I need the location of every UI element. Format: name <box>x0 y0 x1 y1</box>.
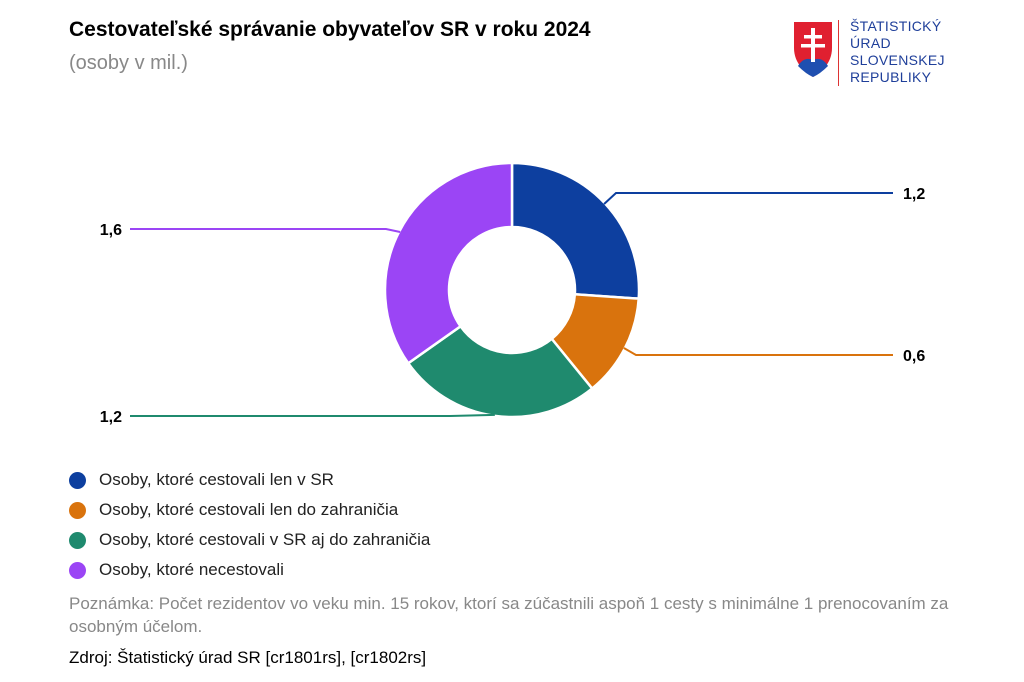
data-label: 1,2 <box>903 186 925 203</box>
logo-line-3: SLOVENSKEJ <box>850 52 945 68</box>
source-text: Zdroj: Štatistický úrad SR [cr1801rs], [… <box>69 648 427 667</box>
data-label: 0,6 <box>903 348 925 365</box>
legend-item[interactable]: Osoby, ktoré cestovali len v SR <box>69 465 430 495</box>
logo-divider <box>838 20 839 86</box>
legend-item[interactable]: Osoby, ktoré cestovali len do zahraničia <box>69 495 430 525</box>
legend-label: Osoby, ktoré cestovali len do zahraničia <box>99 500 399 519</box>
legend-label: Osoby, ktoré cestovali v SR aj do zahran… <box>99 530 431 549</box>
leader-line <box>623 347 893 356</box>
donut-chart: 1,2 0,6 1,2 1,6 <box>100 161 925 426</box>
leader-line <box>130 228 401 234</box>
legend-swatch <box>69 531 86 549</box>
donut-slice[interactable] <box>406 324 594 419</box>
legend-swatch <box>69 471 86 489</box>
logo-line-2: ÚRAD <box>850 35 891 51</box>
legend-label: Osoby, ktoré necestovali <box>99 560 284 579</box>
chart-subtitle: (osoby v mil.) <box>69 52 188 74</box>
legend-swatch <box>69 501 86 519</box>
leader-line <box>130 413 495 417</box>
logo-wordmark: ŠTATISTICKÝ ÚRAD SLOVENSKEJ REPUBLIKY <box>850 18 945 86</box>
chart-title: Cestovateľské správanie obyvateľov SR v … <box>69 18 591 41</box>
legend-swatch <box>69 561 86 579</box>
legend-item[interactable]: Osoby, ktoré cestovali v SR aj do zahran… <box>69 525 430 555</box>
footnote: Poznámka: Počet rezidentov vo veku min. … <box>69 594 949 636</box>
donut-slice[interactable] <box>383 161 514 365</box>
leader-line <box>603 192 893 205</box>
logo-line-4: REPUBLIKY <box>850 69 932 85</box>
data-label: 1,2 <box>100 409 122 426</box>
legend-item[interactable]: Osoby, ktoré necestovali <box>69 555 430 585</box>
chart-legend: Osoby, ktoré cestovali len v SR Osoby, k… <box>69 465 430 585</box>
legend-label: Osoby, ktoré cestovali len v SR <box>99 470 334 489</box>
donut-slice[interactable] <box>510 161 641 300</box>
logo-line-1: ŠTATISTICKÝ <box>850 18 942 34</box>
data-label: 1,6 <box>100 222 122 239</box>
coat-of-arms-icon <box>791 19 835 81</box>
